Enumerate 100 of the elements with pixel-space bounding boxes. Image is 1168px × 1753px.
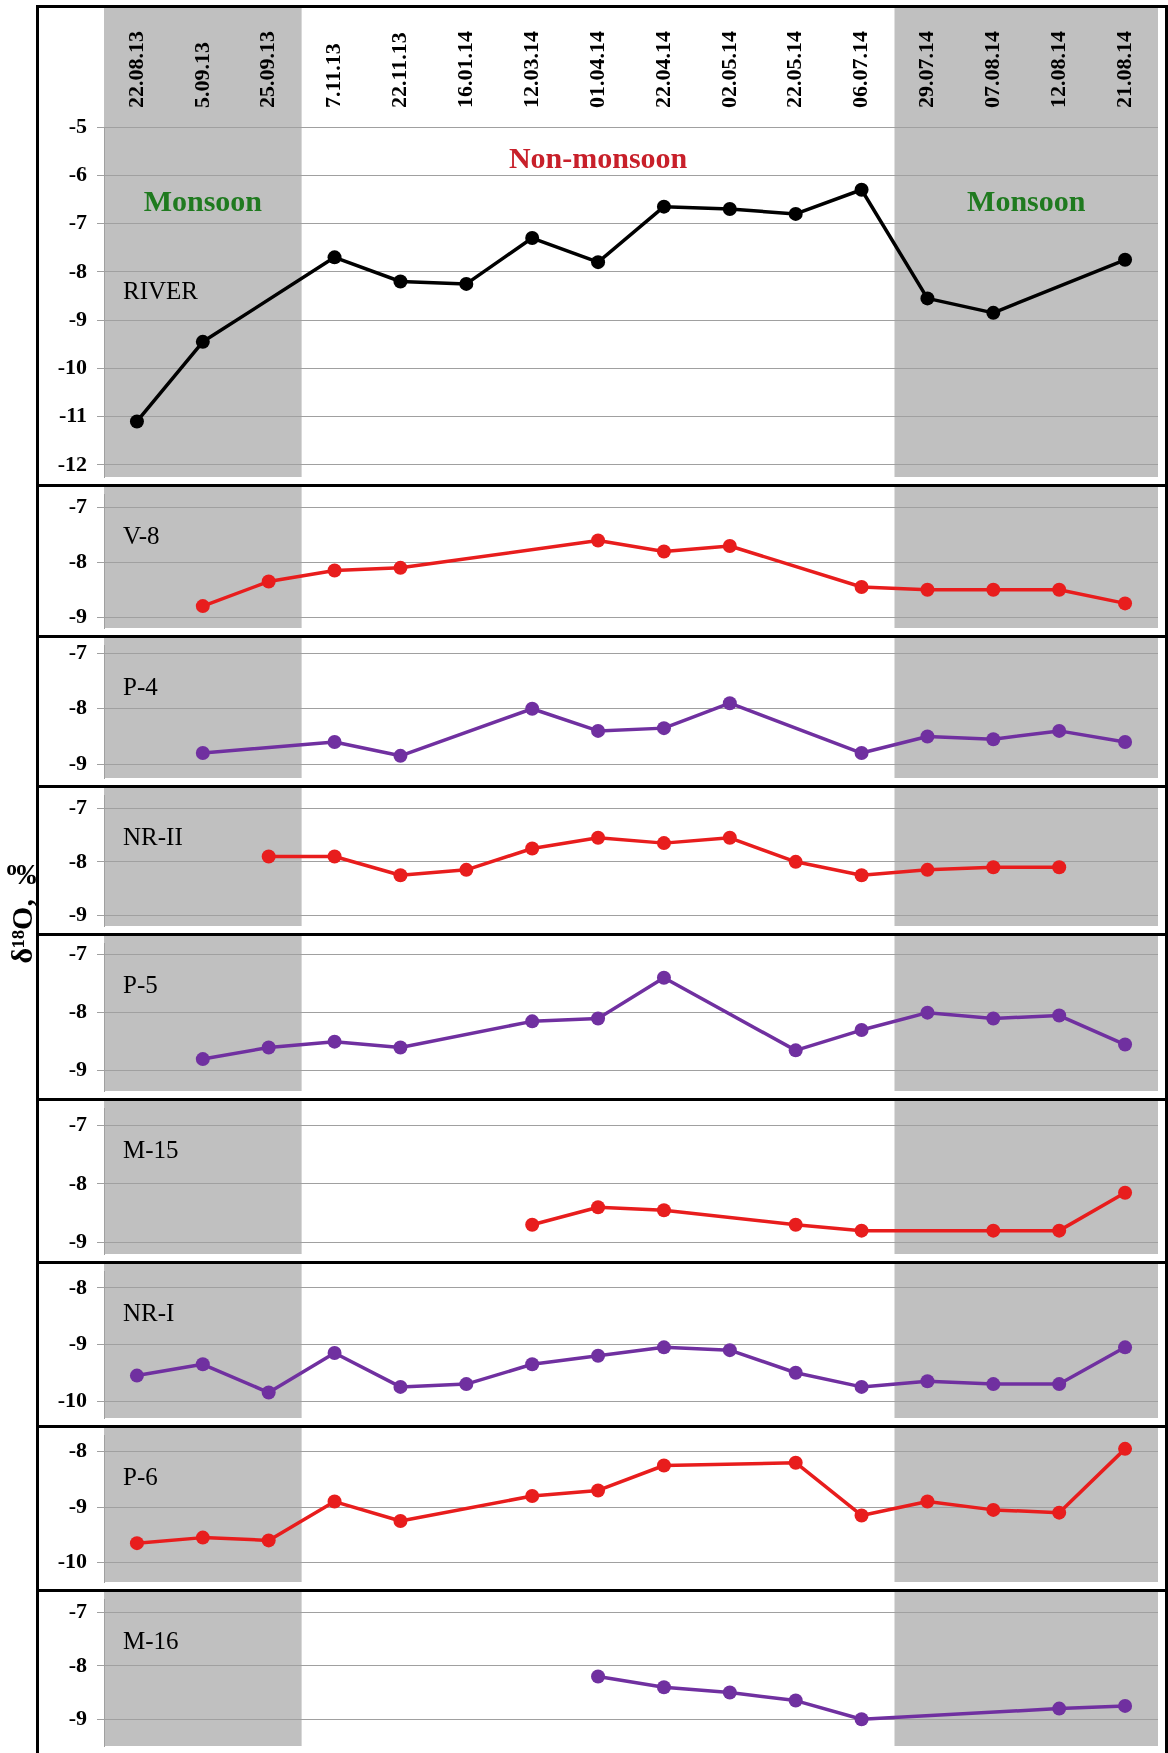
y-axis-title: δ¹⁸O, ‰ [5,858,39,964]
point [591,255,606,270]
y-tick-label: -8 [68,1273,87,1299]
point [1052,1008,1067,1023]
y-tick-label: -9 [68,749,87,775]
y-tick-label: -8 [68,694,87,720]
point [393,1379,408,1394]
point [788,1043,803,1058]
point [656,836,671,851]
point [525,1357,540,1372]
series-label: NR-I [123,1298,175,1326]
point [854,746,869,761]
point [986,1011,1001,1026]
y-tick-label: -8 [68,847,87,873]
point [1052,1223,1067,1238]
text: P-4 [123,672,159,700]
point [656,721,671,736]
annotation: Non-monsoon [508,140,688,174]
x-tick-label: 16.01.14 [452,31,477,108]
x-tick-label: 07.08.14 [979,31,1004,108]
point [986,582,1001,597]
y-tick-label: -9 [68,1492,87,1518]
point [920,1374,935,1389]
point [722,1685,737,1700]
point [920,582,935,597]
point [788,1693,803,1708]
y-tick-label: -12 [57,450,87,476]
point [129,1368,144,1383]
y-tick-label: -9 [68,1228,87,1254]
x-tick-label: 7.11.13 [320,43,346,108]
point [525,1217,540,1232]
point [525,1489,540,1504]
point [1052,582,1067,597]
point [656,1680,671,1695]
point [327,563,342,578]
y-tick-label: -7 [68,493,87,519]
point [854,1712,869,1727]
point [459,276,474,291]
point [1052,1505,1067,1520]
y-tick-label: -8 [68,257,87,283]
point [393,748,408,763]
point [393,274,408,289]
x-tick-label: 02.05.14 [715,31,741,108]
point [591,1011,606,1026]
point [854,1223,869,1238]
x-tick-label: 21.08.14 [1110,31,1136,108]
y-tick-label: -10 [57,1548,87,1574]
point [327,849,342,864]
point [656,970,671,985]
point [459,1377,474,1392]
point [986,1377,1001,1392]
point [327,1494,342,1509]
y-tick-label: -7 [68,209,87,235]
point [722,696,737,711]
point [722,830,737,845]
y-tick-label: -7 [68,639,87,664]
point [986,1223,1001,1238]
point [261,1533,276,1548]
text: NR-II [123,822,183,850]
point [525,701,540,716]
x-tick-label: 25.09.13 [254,31,280,108]
point [1052,723,1067,738]
point [920,1494,935,1509]
point [195,1357,210,1372]
y-tick-label: -7 [68,794,87,820]
point [195,746,210,761]
point [1118,1185,1133,1200]
point [195,1530,210,1545]
y-tick-label: -8 [68,548,87,574]
y-tick-label: -7 [68,940,87,966]
point [656,1203,671,1218]
point [656,1340,671,1355]
y-tick-label: -8 [68,998,87,1024]
point [261,1385,276,1400]
y-tick-label: -6 [68,160,87,186]
point [788,854,803,869]
y-tick-label: -10 [57,1386,87,1412]
point [459,862,474,877]
point [261,574,276,589]
point [591,1348,606,1363]
y-tick-label: -5 [68,112,87,138]
point [327,734,342,749]
point [393,560,408,575]
point [854,1023,869,1038]
x-tick-label: 22.11.13 [386,32,412,108]
band-label: Monsoon [967,183,1086,217]
point [854,182,869,197]
point [1052,1701,1067,1716]
point [1118,1037,1133,1052]
point [854,868,869,883]
point [195,334,210,349]
text: M-15 [123,1135,179,1163]
point [261,1040,276,1055]
point [722,538,737,553]
point [986,732,1001,747]
point [1118,252,1133,267]
x-tick-label: 22.05.14 [781,31,807,108]
point [1118,734,1133,749]
x-tick-label: 12.03.14 [517,31,543,108]
y-tick-label: -7 [68,1111,87,1137]
